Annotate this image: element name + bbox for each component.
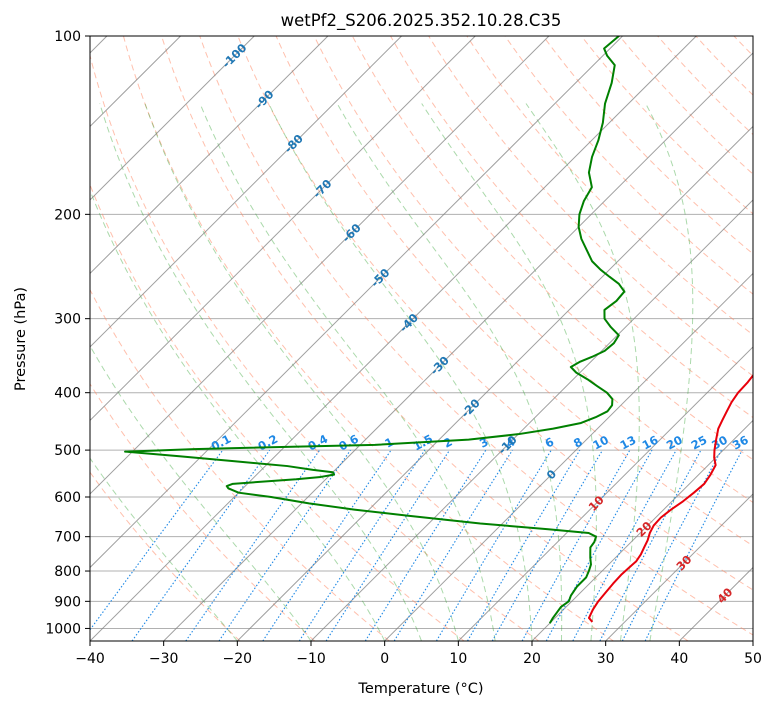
dry-adiabat-320 bbox=[199, 36, 753, 636]
isotherm--10 bbox=[310, 199, 753, 641]
x-tick-label-0: −40 bbox=[75, 651, 105, 667]
y-tick-label-6: 400 bbox=[54, 386, 81, 402]
isotherm-10 bbox=[457, 346, 753, 641]
mixing-ratio-line-0 bbox=[90, 449, 224, 631]
moist-adiabat-2 bbox=[90, 189, 386, 641]
plot-frame bbox=[89, 35, 754, 642]
y-tick-label-8: 200 bbox=[54, 207, 81, 223]
dry-adiabat-330 bbox=[237, 36, 753, 591]
y-tick-label-4: 600 bbox=[54, 490, 81, 506]
dewpoint-profile-line bbox=[124, 36, 626, 624]
isotherm-30 bbox=[605, 493, 753, 641]
mixing-ratio-label-15: 25 bbox=[689, 433, 710, 453]
x-tick-label-9: 50 bbox=[744, 651, 762, 667]
y-axis-title: Pressure (hPa) bbox=[13, 287, 29, 391]
isotherm--40 bbox=[90, 36, 697, 641]
x-axis-title: Temperature (°C) bbox=[357, 681, 483, 697]
mixing-ratio-line-5 bbox=[298, 449, 426, 641]
isotherm--90 bbox=[90, 36, 329, 275]
isotherm-20 bbox=[531, 419, 753, 641]
dry-adiabat-280 bbox=[90, 183, 465, 641]
dry-adiabat-360 bbox=[351, 36, 753, 461]
mixing-ratio-line-2 bbox=[185, 449, 321, 641]
moist-adiabat-4 bbox=[144, 103, 459, 641]
dry-adiabat-420 bbox=[580, 36, 753, 215]
mixing-ratio-line-3 bbox=[218, 449, 351, 641]
moist-adiabat-9 bbox=[525, 103, 640, 641]
moist-adiabat-7 bbox=[336, 103, 563, 641]
mixing-ratio-label-11: 10 bbox=[590, 433, 611, 453]
isotherm--80 bbox=[90, 36, 402, 348]
dry-adiabat-380 bbox=[428, 36, 753, 377]
x-tick-label-2: −20 bbox=[223, 651, 253, 667]
isotherm-0 bbox=[384, 272, 753, 641]
y-tick-label-9: 100 bbox=[54, 29, 81, 45]
moist-adiabat-6 bbox=[268, 103, 533, 641]
x-tick-label-5: 10 bbox=[449, 651, 467, 667]
x-tick-label-8: 40 bbox=[670, 651, 688, 667]
y-tick-label-0: 1000 bbox=[45, 621, 81, 637]
temperature-profile-line bbox=[587, 373, 753, 623]
mixing-ratio-line-1 bbox=[131, 449, 271, 641]
mixing-ratio-line-12 bbox=[521, 449, 631, 641]
moist-adiabat-1 bbox=[90, 344, 312, 641]
moist-adiabat-3 bbox=[99, 103, 422, 641]
dry-adiabat-370 bbox=[390, 36, 753, 419]
mixing-ratio-line-13 bbox=[545, 449, 653, 641]
dry-adiabat-390 bbox=[466, 36, 753, 336]
x-tick-label-6: 20 bbox=[523, 651, 541, 667]
mixing-ratio-label-12: 13 bbox=[618, 433, 639, 453]
x-tick-label-3: −10 bbox=[296, 651, 326, 667]
dry-adiabat-300 bbox=[122, 36, 614, 641]
x-tick-label-4: 0 bbox=[380, 651, 389, 667]
y-tick-label-2: 800 bbox=[54, 564, 81, 580]
y-tick-label-1: 900 bbox=[54, 594, 81, 610]
moist-adiabat-10 bbox=[645, 103, 694, 641]
isotherm--20 bbox=[236, 125, 753, 641]
dry-adiabat-430 bbox=[619, 36, 753, 175]
mixing-ratio-line-15 bbox=[599, 449, 702, 641]
y-tick-label-7: 300 bbox=[54, 312, 81, 328]
dry-adiabat-260 bbox=[90, 382, 316, 641]
isotherm--50 bbox=[90, 36, 623, 569]
moist-adiabat-5 bbox=[199, 103, 496, 641]
isotherm--100 bbox=[90, 36, 255, 201]
isotherm--60 bbox=[90, 36, 550, 495]
chart-title: wetPf2_S206.2025.352.10.28.C35 bbox=[281, 11, 562, 31]
isotherm--70 bbox=[90, 36, 476, 422]
mixing-ratio-line-17 bbox=[644, 449, 743, 641]
dry-adiabat-340 bbox=[275, 36, 753, 547]
mixing-ratio-label-17: 36 bbox=[730, 433, 751, 453]
x-tick-label-1: −30 bbox=[149, 651, 179, 667]
dry-adiabat-400 bbox=[504, 36, 753, 295]
y-tick-label-5: 500 bbox=[54, 443, 81, 459]
y-tick-label-3: 700 bbox=[54, 530, 81, 546]
dry-adiabat-270 bbox=[90, 288, 390, 641]
mixing-ratio-label-13: 16 bbox=[640, 433, 661, 453]
mixing-ratio-line-6 bbox=[325, 449, 451, 641]
dry-adiabat-310 bbox=[161, 36, 689, 641]
mixing-ratio-line-11 bbox=[491, 449, 604, 641]
x-tick-label-7: 30 bbox=[597, 651, 615, 667]
dry-adiabat-290 bbox=[90, 53, 540, 641]
mixing-ratio-line-8 bbox=[393, 449, 513, 641]
mixing-ratio-line-14 bbox=[572, 449, 677, 641]
moist-adiabat-0 bbox=[90, 457, 238, 641]
isotherm--30 bbox=[163, 52, 753, 641]
mixing-ratio-line-7 bbox=[364, 449, 487, 641]
dry-adiabat-350 bbox=[313, 36, 753, 504]
mixing-ratio-label-14: 20 bbox=[664, 433, 685, 453]
